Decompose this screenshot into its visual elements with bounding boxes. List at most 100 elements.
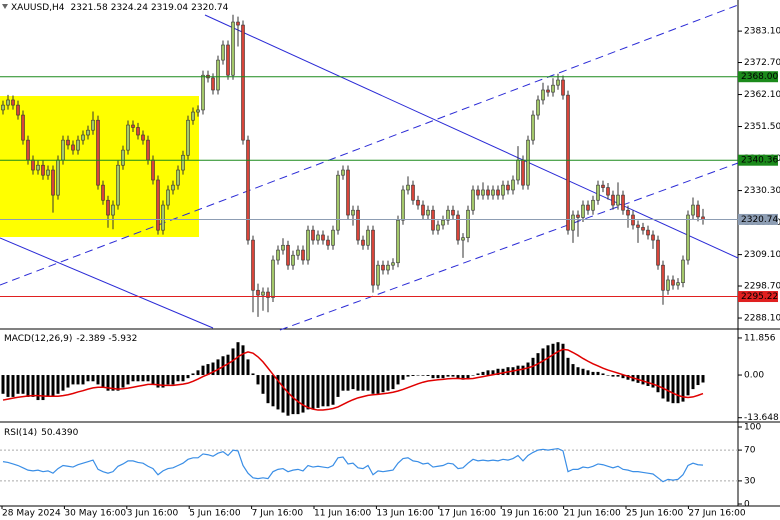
macd-bar — [231, 348, 235, 376]
candle-body — [61, 139, 65, 161]
x-tick-label: 28 May 2024 — [2, 509, 61, 519]
macd-bar — [151, 375, 155, 385]
macd-bar — [601, 373, 605, 376]
candle-body — [376, 264, 380, 286]
candle-body — [231, 21, 235, 76]
candle-body — [211, 77, 215, 91]
macd-bar — [591, 371, 595, 376]
candle-body — [96, 119, 100, 186]
candle-body — [111, 204, 115, 216]
candle-body — [436, 224, 440, 231]
candle-body — [696, 204, 700, 218]
macd-bar — [191, 373, 195, 376]
candle-body — [461, 237, 465, 241]
candle-body — [616, 194, 620, 206]
candle-body — [576, 214, 580, 218]
macd-bar — [11, 375, 15, 397]
candle-body — [431, 209, 435, 231]
macd-bar — [286, 375, 290, 416]
candle-body — [261, 291, 265, 296]
candle-body — [601, 184, 605, 188]
trend-line — [204, 14, 739, 259]
macd-bar — [376, 375, 380, 394]
candle-body — [76, 139, 80, 151]
candle-body — [46, 169, 50, 176]
x-tick-label: 11 Jun 16:00 — [314, 509, 371, 519]
candle-body — [226, 44, 230, 76]
candle-body — [291, 254, 295, 266]
candle-body — [241, 24, 245, 141]
y-tick-label: 100 — [744, 423, 761, 433]
candle-body — [416, 199, 420, 206]
macd-bar — [546, 345, 550, 376]
candle-body — [386, 264, 390, 271]
candle-body — [341, 169, 345, 176]
candle-body — [531, 114, 535, 141]
candle-body — [11, 99, 15, 106]
candle-body — [516, 159, 520, 181]
macd-bar — [581, 368, 585, 376]
candle-body — [586, 204, 590, 211]
candle-body — [126, 124, 130, 151]
macd-bar — [436, 375, 440, 379]
candle-body — [141, 134, 145, 141]
macd-bar — [466, 375, 470, 379]
y-tick-label: 2330.30 — [744, 186, 780, 196]
macd-bar — [331, 375, 335, 405]
macd-bar — [111, 375, 115, 391]
macd-bar — [526, 362, 530, 376]
candle-body — [161, 204, 165, 231]
candle-body — [656, 239, 660, 266]
trend-line — [0, 237, 214, 329]
x-tick-label: 27 Jun 16:00 — [688, 509, 745, 519]
y-tick-label: 0.00 — [744, 371, 764, 381]
y-tick-label: 2383.10 — [744, 27, 780, 37]
macd-bar — [346, 375, 350, 391]
macd-bar — [71, 375, 75, 385]
x-tick-label: 5 Jun 16:00 — [189, 509, 241, 519]
macd-bar — [621, 375, 625, 379]
candle-body — [641, 227, 645, 231]
macd-bar — [501, 368, 505, 376]
macd-bar — [406, 375, 410, 377]
macd-bar — [126, 375, 130, 385]
x-tick-label: 19 Jun 16:00 — [501, 509, 558, 519]
axes: 2383.102372.702362.102351.502340.902330.… — [1, 27, 780, 519]
header-high: 2324.24 — [111, 3, 148, 13]
candle-body — [371, 229, 375, 286]
candle-body — [591, 199, 595, 211]
macd-bar — [661, 375, 665, 399]
candle-body — [246, 139, 250, 241]
macd-bar — [226, 354, 230, 376]
macd-bar — [141, 375, 145, 382]
candle-body — [476, 189, 480, 196]
candle-body — [51, 169, 55, 196]
macd-bar — [146, 375, 150, 382]
price-level-tag — [738, 291, 778, 303]
macd-bar — [66, 375, 70, 388]
candle-body — [396, 219, 400, 264]
candle-body — [21, 114, 25, 141]
x-tick-label: 21 Jun 16:00 — [564, 509, 621, 519]
macd-bar — [296, 375, 300, 415]
candle-body — [286, 244, 290, 266]
candle-body — [571, 214, 575, 231]
candle-body — [636, 224, 640, 228]
candle-body — [471, 189, 475, 211]
menu-icon — [2, 4, 8, 9]
candle-body — [251, 239, 255, 291]
macd-bar — [491, 370, 495, 376]
macd-bar — [101, 375, 105, 388]
macd-bar — [211, 362, 215, 376]
macd-bar — [276, 375, 280, 410]
y-tick-label: 2372.70 — [744, 58, 780, 68]
candle-body — [581, 204, 585, 218]
macd-bar — [186, 375, 190, 379]
macd-bar — [476, 373, 480, 376]
macd-bar — [131, 375, 135, 382]
candle-body — [306, 229, 310, 261]
macd-bar — [486, 370, 490, 376]
candle-body — [31, 159, 35, 171]
macd-bar — [76, 375, 80, 385]
candle-body — [131, 124, 135, 128]
